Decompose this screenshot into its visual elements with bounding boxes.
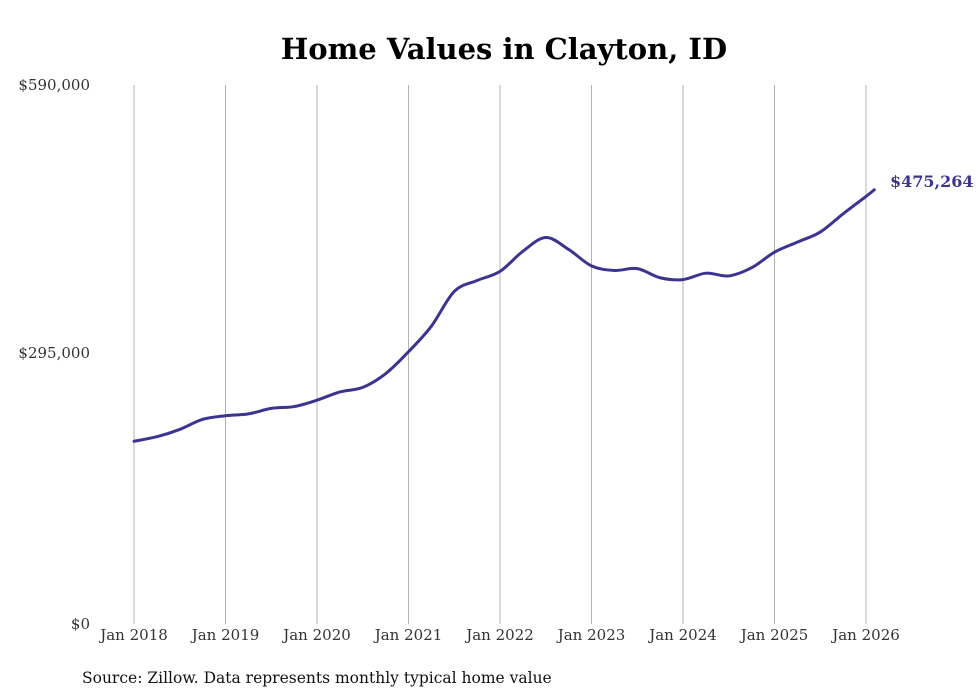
x-tick-label-2023: Jan 2023 (556, 626, 626, 644)
x-tick-label-2024: Jan 2024 (647, 626, 717, 644)
y-tick-label-bottom: $0 (71, 615, 90, 633)
y-tick-label-middle: $295,000 (18, 344, 90, 362)
chart-title: Home Values in Clayton, ID (281, 32, 727, 66)
home-value-series-line (132, 188, 876, 443)
source-note: Source: Zillow. Data represents monthly … (82, 669, 552, 687)
y-tick-label-top: $590,000 (18, 76, 90, 94)
x-tick-label-2019: Jan 2019 (190, 626, 260, 644)
x-tick-label-2025: Jan 2025 (739, 626, 809, 644)
x-tick-label-2022: Jan 2022 (464, 626, 534, 644)
x-tick-label-2021: Jan 2021 (373, 626, 443, 644)
x-axis-tick-labels: Jan 2018 Jan 2019 Jan 2020 Jan 2021 Jan 2022… (98, 626, 900, 644)
latest-value-label: $475,264 (890, 172, 974, 191)
x-tick-label-2020: Jan 2020 (281, 626, 351, 644)
x-tick-label-2018: Jan 2018 (98, 626, 168, 644)
x-tick-label-2026: Jan 2026 (830, 626, 900, 644)
vertical-gridlines (133, 85, 867, 624)
